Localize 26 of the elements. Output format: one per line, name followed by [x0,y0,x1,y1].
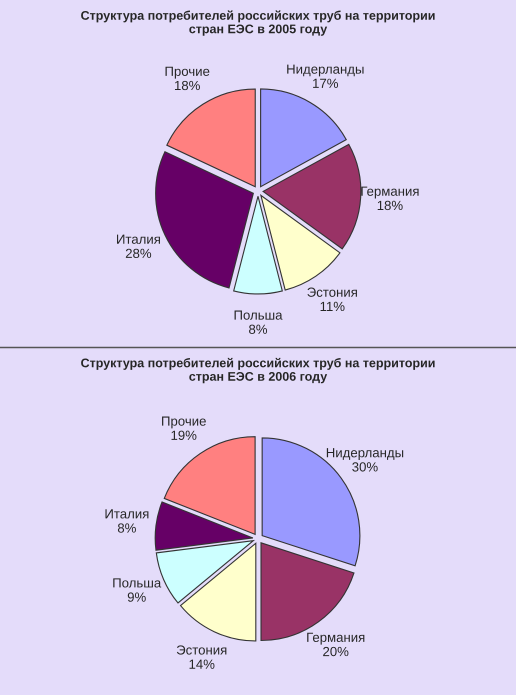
data-label: 30% [352,462,378,472]
data-label: 28% [126,248,152,258]
slice-label: Эстония [176,645,226,655]
slice-label: Польша [113,578,162,588]
slice-label: Прочие [166,66,210,79]
slice-label: Италия [105,509,148,518]
data-label: 8% [118,523,136,533]
slice-label: Польша [234,310,283,320]
slice-label: Прочие [162,416,206,428]
data-label: 8% [249,324,268,334]
chart-title: Структура потребителей российских труб на территории стран ЕЭС в 2006 году [81,358,435,384]
data-label: 17% [313,78,338,88]
data-label: 20% [323,646,348,656]
slice-label: Германия [361,186,419,198]
slice-label: Нидерланды [326,448,404,460]
slice-label: Италия [117,234,160,244]
slice-label: Германия [307,632,364,645]
chart-title: Структура потребителей российских труб на территории стран ЕЭС в 2005 году [81,10,435,36]
data-label: 18% [174,80,200,90]
data-label: 14% [190,660,214,669]
slice-label: Нидерланды [287,64,364,76]
data-label: 9% [128,592,146,602]
data-label: 18% [378,200,403,210]
data-label: 11% [320,302,345,312]
data-label: 19% [172,430,196,440]
slice-label: Эстония [307,288,357,297]
